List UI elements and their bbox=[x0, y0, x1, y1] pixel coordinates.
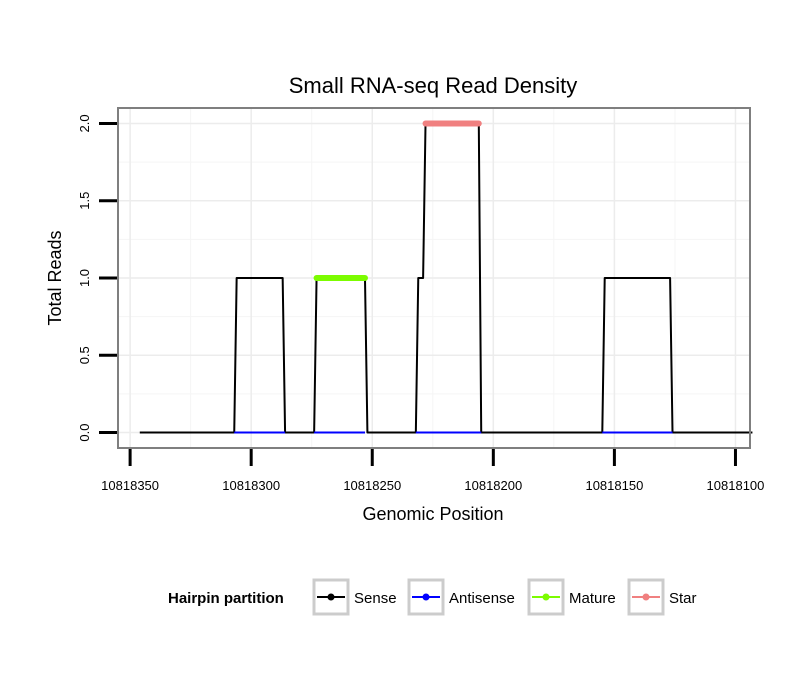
y-axis-title: Total Reads bbox=[45, 230, 65, 325]
x-axis-title: Genomic Position bbox=[362, 504, 503, 524]
y-axis: 0.0 0.5 1.0 1.5 2.0 bbox=[77, 114, 117, 442]
legend-key-point bbox=[327, 593, 335, 601]
legend-label: Sense bbox=[354, 590, 397, 607]
y-tick-label: 2.0 bbox=[77, 114, 92, 132]
series-sense bbox=[139, 122, 753, 434]
legend-key-point bbox=[642, 593, 650, 601]
y-tick-label: 0.0 bbox=[77, 424, 92, 442]
x-axis: 10818350 10818300 10818250 10818200 10818150… bbox=[101, 449, 764, 493]
legend-item-antisense: Antisense bbox=[407, 578, 515, 616]
legend-item-sense: Sense bbox=[312, 578, 397, 616]
y-tick-label: 1.5 bbox=[77, 192, 92, 210]
y-tick-label: 1.0 bbox=[77, 269, 92, 287]
plot-border bbox=[117, 107, 751, 449]
legend-title: Hairpin partition bbox=[168, 590, 284, 607]
x-tick-label: 10818100 bbox=[707, 478, 765, 493]
sense-line bbox=[139, 122, 753, 434]
x-tick-label: 10818200 bbox=[464, 478, 522, 493]
legend-label: Mature bbox=[569, 590, 616, 607]
y-tick-label: 0.5 bbox=[77, 346, 92, 364]
legend-key-point bbox=[542, 593, 550, 601]
legend-label: Antisense bbox=[449, 590, 515, 607]
series-group bbox=[139, 120, 753, 434]
legend-item-mature: Mature bbox=[527, 578, 616, 616]
chart-title: Small RNA-seq Read Density bbox=[289, 73, 578, 98]
legend-key-point bbox=[422, 593, 430, 601]
x-tick-label: 10818150 bbox=[585, 478, 643, 493]
x-tick-label: 10818250 bbox=[343, 478, 401, 493]
legend: Hairpin partition Sense Antisense Mature St… bbox=[168, 578, 697, 616]
x-tick-label: 10818350 bbox=[101, 478, 159, 493]
legend-item-star: Star bbox=[627, 578, 697, 616]
legend-label: Star bbox=[669, 590, 697, 607]
x-tick-label: 10818300 bbox=[222, 478, 280, 493]
